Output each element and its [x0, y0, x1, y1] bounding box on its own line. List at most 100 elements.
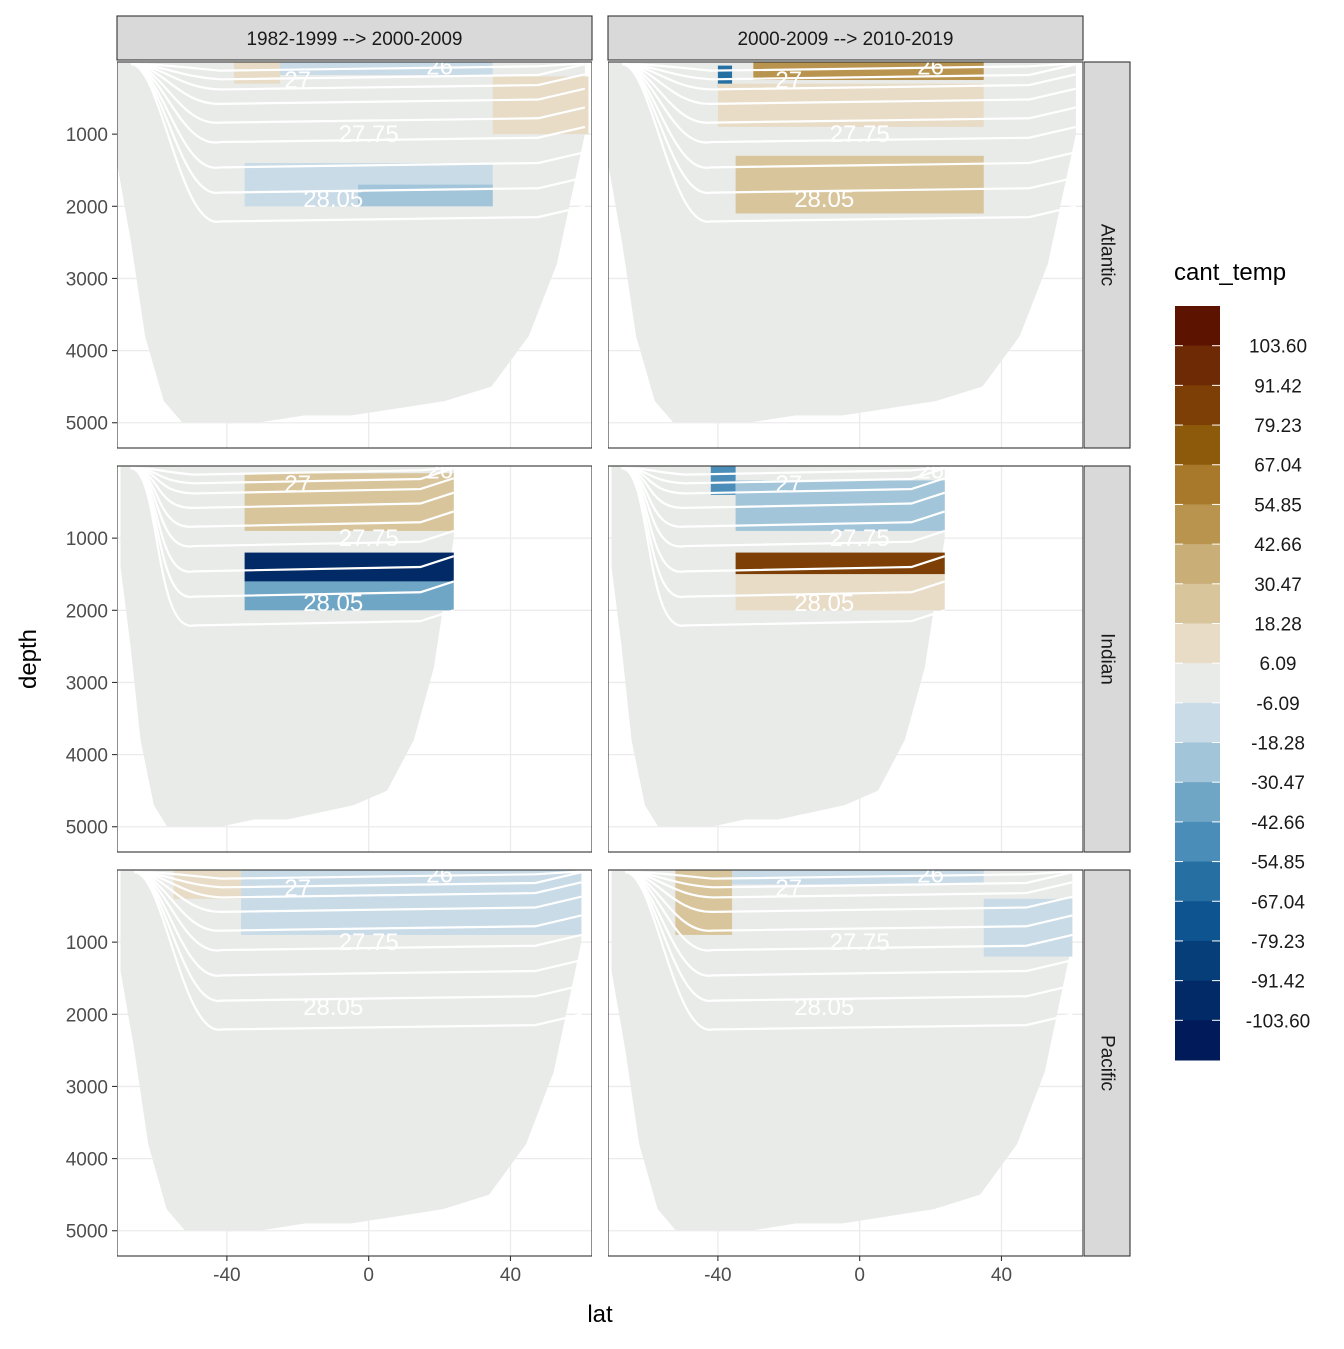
anomaly-patch [241, 870, 582, 935]
legend-color-band [1175, 980, 1220, 1021]
row-strip-label: Pacific [1097, 1035, 1118, 1091]
panel-border [117, 465, 592, 853]
legend-color-band [1175, 821, 1220, 863]
y-tick-label: 2000 [66, 601, 108, 622]
section-fill [120, 870, 582, 1231]
legend-color-band [1175, 544, 1220, 585]
legend-color-band [1175, 583, 1220, 624]
section-fill [117, 62, 585, 423]
legend-color-band [1175, 306, 1220, 347]
legend-color-band [1175, 901, 1220, 942]
isopycnal-label: 27 [284, 875, 311, 902]
legend-color-band [1175, 940, 1220, 982]
row-strip [1083, 465, 1131, 853]
isopycnal-label: 27.75 [830, 525, 890, 552]
isopycnal-line [134, 871, 582, 1031]
isopycnal-label: 27 [775, 67, 802, 94]
column-strip-label: 2000-2009 --> 2010-2019 [737, 29, 953, 50]
legend-label: 79.23 [1254, 416, 1302, 437]
legend-layer: cant_temp 103.60 91.42 79.23 67.04 54.85 42.66… [1174, 259, 1310, 1061]
legend-label: 103.60 [1249, 337, 1307, 358]
y-tick-label: 3000 [66, 1077, 108, 1098]
anomaly-patch [675, 870, 733, 935]
legend-label: -103.60 [1246, 1011, 1310, 1032]
y-tick-label: 5000 [66, 1222, 108, 1243]
legend-label: -67.04 [1251, 892, 1305, 913]
isopycnal-label: 28.05 [303, 994, 363, 1021]
isopycnal-label: 28.05 [794, 994, 854, 1021]
y-tick-label: 3000 [66, 673, 108, 694]
x-tick-label: 0 [363, 1265, 374, 1286]
panel-border [117, 869, 592, 1257]
isopycnal-label: 27.75 [339, 525, 399, 552]
isopycnal-label: 27 [775, 875, 802, 902]
anomaly-patch [735, 552, 945, 575]
legend-label: 91.42 [1254, 376, 1302, 397]
legend-color-band [1175, 385, 1220, 426]
x-tick-label: 40 [500, 1265, 521, 1286]
row-strip-label: Indian [1097, 633, 1118, 685]
legend-label: 6.09 [1260, 654, 1297, 675]
y-tick-label: 4000 [66, 1150, 108, 1171]
panel-border [608, 465, 1083, 853]
x-tick-label: -40 [213, 1265, 240, 1286]
legend-color-band [1175, 742, 1220, 783]
y-tick-label: 5000 [66, 414, 108, 435]
isopycnal-label: 28.05 [303, 590, 363, 617]
legend-label: -18.28 [1251, 734, 1305, 755]
legend-color-band [1175, 782, 1220, 823]
panels-layer: 26 27 27.75 28.05 26 27 27.75 28.05 26 27 27.75 28.… [117, 53, 1083, 1257]
legend-color-band [1175, 623, 1220, 664]
strips-layer: 1982-1999 --> 2000-2009 2000-2009 --> 201… [116, 15, 1131, 1257]
y-tick-label: 5000 [66, 818, 108, 839]
legend-label: 42.66 [1254, 535, 1302, 556]
y-tick-label: 1000 [66, 125, 108, 146]
isopycnal-label: 28.05 [794, 186, 854, 213]
isopycnal-label: 28.05 [303, 186, 363, 213]
panel-border [608, 869, 1083, 1257]
legend-label: 30.47 [1254, 575, 1302, 596]
panel-border [608, 61, 1083, 449]
y-tick-label: 2000 [66, 1005, 108, 1026]
legend-label: -54.85 [1251, 853, 1305, 874]
legend-label: -91.42 [1251, 972, 1305, 993]
y-tick-label: 4000 [66, 746, 108, 767]
x-tick-label: -40 [704, 1265, 731, 1286]
legend-label: -79.23 [1251, 932, 1305, 953]
legend-color-band [1175, 663, 1220, 704]
isopycnal-label: 27.75 [830, 929, 890, 956]
anomaly-patch [358, 184, 493, 207]
isopycnal-label: 27.75 [339, 929, 399, 956]
isopycnal-label: 27.75 [339, 121, 399, 148]
column-strip [116, 15, 593, 61]
section-fill [608, 62, 1076, 423]
legend-color-band [1175, 1020, 1220, 1061]
anomaly-patch [233, 62, 281, 84]
isopycnal-label: 26 [426, 861, 453, 888]
isopycnal-line [621, 63, 1077, 223]
isopycnal-label: 27 [775, 471, 802, 498]
panel-pacific-2: 26 27 27.75 28.05 [608, 861, 1083, 1257]
isopycnal-label: 28.05 [794, 590, 854, 617]
row-strip [1083, 61, 1131, 449]
y-tick-label: 1000 [66, 529, 108, 550]
isopycnal-label: 26 [426, 457, 453, 484]
legend-color-band [1175, 702, 1220, 744]
x-tick-label: 0 [854, 1265, 865, 1286]
row-strip-label: Atlantic [1097, 224, 1118, 286]
panel-pacific-1: 26 27 27.75 28.05 [117, 861, 592, 1257]
isopycnal-line [130, 63, 586, 223]
column-strip [607, 15, 1084, 61]
panel-indian-1: 26 27 27.75 28.05 [117, 457, 592, 853]
legend-label: -30.47 [1251, 773, 1305, 794]
y-axis-title: depth [15, 629, 42, 689]
isopycnal-line [621, 467, 946, 627]
legend-color-band [1175, 425, 1220, 466]
row-strip [1083, 869, 1131, 1257]
isopycnal-label: 26 [917, 457, 944, 484]
column-strip-label: 1982-1999 --> 2000-2009 [246, 29, 462, 50]
isopycnal-label: 27 [284, 471, 311, 498]
